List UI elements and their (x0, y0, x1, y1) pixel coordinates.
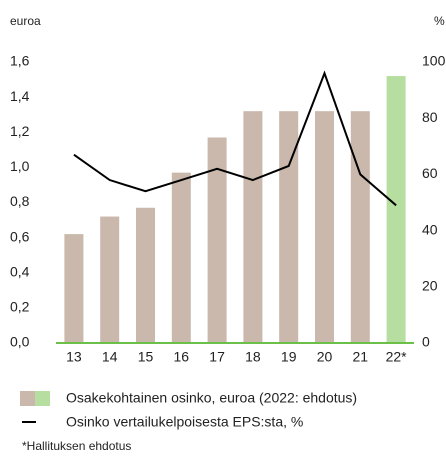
y-tick-label: 0,8 (10, 193, 30, 209)
bar (64, 234, 84, 343)
y2-tick-label: 20 (422, 278, 438, 294)
bar (100, 216, 120, 343)
x-tick-label: 17 (209, 349, 225, 365)
y-tick-label: 0,4 (10, 263, 30, 279)
y-tick-label: 0,2 (10, 299, 30, 315)
y-tick-label: 1,2 (10, 123, 30, 139)
y-axis-label: euroa (10, 14, 41, 28)
y-tick-label: 0,0 (10, 334, 30, 350)
y2-tick-label: 60 (422, 165, 438, 181)
bar (279, 111, 299, 343)
y2-axis-label: % (434, 14, 445, 28)
y-tick-label: 0,6 (10, 228, 30, 244)
y-tick-label: 1,4 (10, 88, 30, 104)
y2-tick-label: 80 (422, 109, 438, 125)
bar (171, 172, 191, 343)
legend-swatch (20, 391, 35, 406)
x-tick-label: 19 (281, 349, 297, 365)
bar (207, 137, 227, 343)
x-tick-label: 22* (386, 349, 408, 365)
y-tick-label: 1,0 (10, 158, 30, 174)
footnote: *Hallituksen ehdotus (22, 439, 131, 453)
x-tick-label: 16 (174, 349, 190, 365)
bar (386, 76, 406, 344)
legend-swatch (35, 391, 50, 406)
x-tick-label: 13 (66, 349, 82, 365)
bar (136, 207, 155, 343)
x-tick-label: 20 (317, 349, 333, 365)
bar (243, 111, 263, 343)
x-tick-label: 14 (102, 349, 118, 365)
x-tick-label: 21 (353, 349, 369, 365)
y2-tick-label: 40 (422, 221, 438, 237)
y-tick-label: 1,6 (10, 53, 30, 69)
line (73, 70, 397, 207)
bar (315, 111, 334, 343)
y2-tick-label: 100 (422, 53, 446, 69)
bar (350, 111, 370, 343)
legend-label: Osakekohtainen osinko, euroa (2022: ehdo… (66, 390, 357, 406)
y2-tick-label: 0 (422, 334, 430, 350)
x-tick-label: 18 (245, 349, 261, 365)
x-tick-label: 15 (138, 349, 154, 365)
legend-label: Osinko vertailukelpoisesta EPS:sta, % (66, 414, 303, 430)
